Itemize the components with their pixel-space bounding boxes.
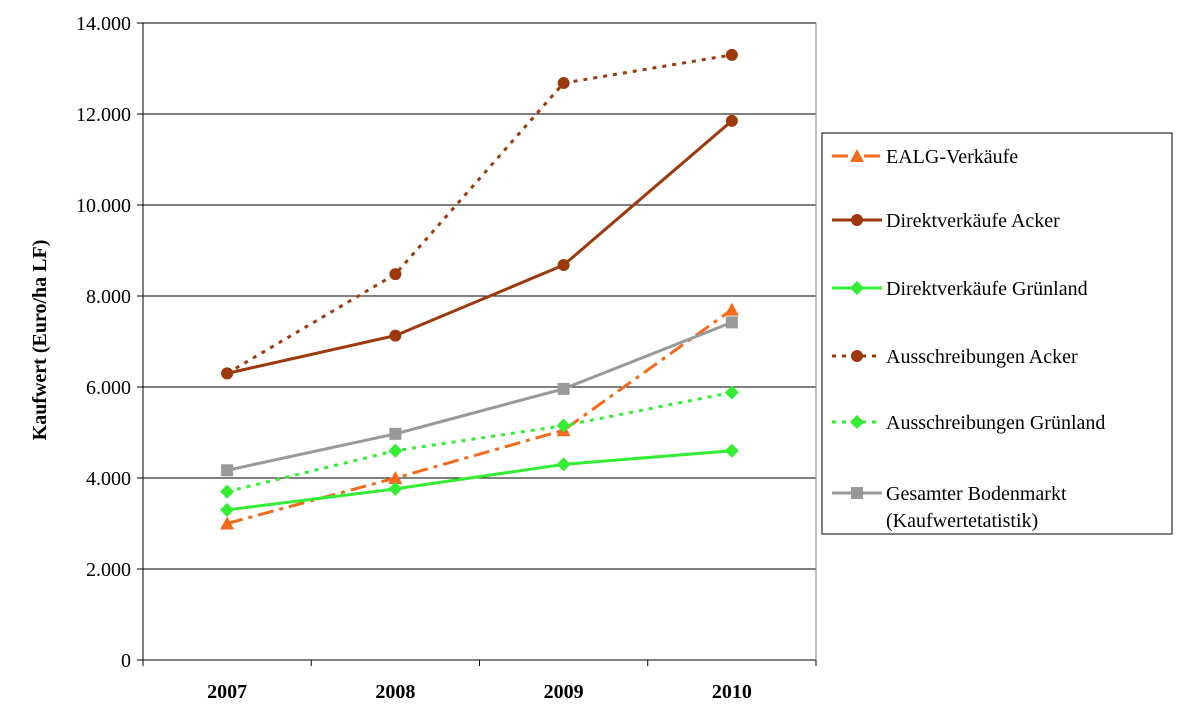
y-axis-title: Kaufwert (Euro/ha LF) bbox=[29, 240, 51, 441]
data-point bbox=[557, 77, 570, 90]
data-point bbox=[724, 302, 739, 316]
data-point bbox=[221, 464, 234, 477]
x-tick-label: 2009 bbox=[544, 681, 584, 703]
legend-label: Gesamter Bodenmarkt bbox=[886, 483, 1067, 505]
axes bbox=[142, 23, 817, 661]
data-point bbox=[725, 114, 738, 127]
data-point bbox=[724, 385, 739, 400]
y-tick-label: 0 bbox=[121, 650, 131, 672]
legend: EALG-Verkäufe Direktverkäufe Acker Direktv… bbox=[821, 132, 1173, 535]
legend-marker bbox=[850, 149, 864, 162]
series-line bbox=[226, 449, 732, 512]
legend-marker bbox=[851, 350, 863, 362]
data-point bbox=[388, 443, 403, 458]
legend-box bbox=[821, 132, 1173, 535]
data-point bbox=[389, 329, 402, 342]
data-point bbox=[388, 481, 403, 496]
x-tick-label: 2008 bbox=[375, 681, 415, 703]
data-point bbox=[557, 259, 570, 272]
legend-marker bbox=[850, 281, 864, 295]
series-line bbox=[226, 53, 733, 375]
legend-marker bbox=[851, 487, 863, 499]
x-tick-labels: 2007 2008 2009 2010 bbox=[142, 660, 817, 703]
series-2 bbox=[220, 443, 739, 517]
data-point bbox=[221, 367, 234, 380]
data-point bbox=[557, 382, 570, 395]
y-tick-label: 14.000 bbox=[76, 13, 131, 35]
data-point bbox=[724, 443, 739, 458]
data-point bbox=[556, 418, 571, 433]
y-tick-label: 4.000 bbox=[86, 468, 131, 490]
data-point bbox=[388, 471, 403, 484]
legend-marker bbox=[850, 415, 864, 429]
series-line bbox=[226, 119, 733, 375]
y-tick-labels: 0 2.000 4.000 6.000 8.000 10.000 12.000 14.000 bbox=[76, 13, 131, 672]
y-tick-label: 2.000 bbox=[86, 559, 131, 581]
series bbox=[220, 48, 739, 530]
series-3 bbox=[221, 48, 738, 380]
data-point bbox=[389, 427, 402, 440]
data-point bbox=[220, 484, 235, 499]
series-line bbox=[226, 308, 733, 525]
data-point bbox=[220, 502, 235, 517]
gridlines bbox=[137, 22, 816, 661]
data-point bbox=[220, 516, 235, 530]
x-tick-label: 2010 bbox=[712, 681, 752, 703]
data-point bbox=[725, 48, 738, 61]
legend-label: EALG-Verkäufe bbox=[886, 146, 1018, 168]
y-tick-label: 8.000 bbox=[86, 286, 131, 308]
y-tick-label: 12.000 bbox=[76, 104, 131, 126]
data-point bbox=[725, 316, 738, 329]
legend-label: Ausschreibungen Grünland bbox=[886, 412, 1105, 434]
legend-label: Direktverkäufe Acker bbox=[886, 210, 1060, 232]
y-tick-label: 6.000 bbox=[86, 377, 131, 399]
series-5 bbox=[221, 316, 738, 477]
series-1 bbox=[221, 114, 738, 380]
legend-label: Direktverkäufe Grünland bbox=[886, 278, 1088, 300]
data-point bbox=[389, 268, 402, 281]
series-0 bbox=[220, 302, 739, 530]
series-4 bbox=[220, 385, 739, 499]
x-tick-label: 2007 bbox=[207, 681, 247, 703]
legend-label: Ausschreibungen Acker bbox=[886, 346, 1078, 368]
legend-marker bbox=[851, 214, 863, 226]
y-tick-label: 10.000 bbox=[76, 195, 131, 217]
legend-label: (Kaufwertetatistik) bbox=[886, 510, 1038, 532]
data-point bbox=[556, 457, 571, 472]
series-line bbox=[226, 320, 733, 472]
